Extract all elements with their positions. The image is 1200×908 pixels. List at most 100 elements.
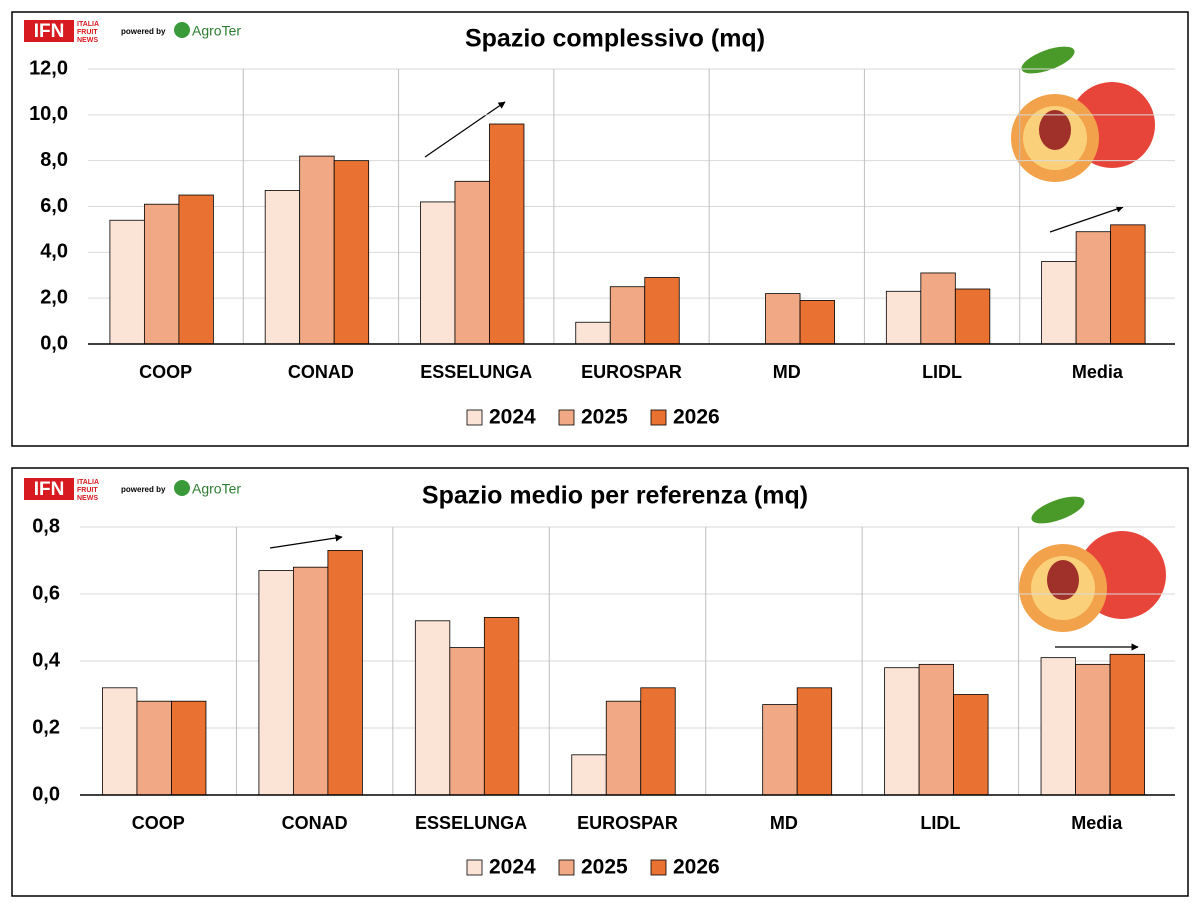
bar [102, 687, 138, 796]
x-tick-label: COOP [132, 813, 185, 833]
y-tick-label: 8,0 [40, 149, 68, 171]
legend-swatch [558, 409, 575, 426]
y-tick-label: 0,0 [40, 332, 68, 354]
y-tick-label: 4,0 [40, 241, 68, 263]
agroter-icon [174, 22, 190, 38]
x-tick-label: Media [1072, 362, 1124, 382]
x-tick-label: MD [770, 813, 798, 833]
legend-swatch [650, 859, 667, 876]
powered-by: powered by [121, 27, 166, 36]
bar [1041, 261, 1077, 345]
powered-by: powered by [121, 485, 166, 494]
bar [762, 704, 798, 796]
bar [571, 754, 607, 796]
y-tick-label: 0,4 [32, 649, 61, 671]
x-tick-label: ESSELUNGA [415, 813, 527, 833]
bar [1109, 653, 1145, 796]
peach-illustration [1011, 46, 1155, 182]
logo-line: FRUIT [77, 29, 98, 36]
logo: IFN ITALIA FRUIT NEWS powered by AgroTer [24, 20, 241, 44]
bar [920, 272, 956, 345]
trend-arrow [424, 101, 506, 158]
trend-arrow [269, 534, 343, 549]
logo-text: IFN [34, 479, 65, 500]
bar [1075, 663, 1111, 796]
x-tick-label: Media [1071, 813, 1123, 833]
bar [292, 566, 329, 796]
bar [333, 160, 370, 345]
logo-box [24, 478, 74, 500]
legend-swatch [650, 409, 667, 426]
bar [299, 155, 335, 345]
agroter: AgroTer [192, 23, 241, 39]
bar [796, 687, 833, 796]
legend-label: 2024 [489, 406, 536, 429]
bar [609, 286, 646, 345]
y-tick-label: 0,8 [32, 515, 60, 537]
trend-arrow [1049, 205, 1124, 233]
x-tick-label: ESSELUNGA [420, 362, 532, 382]
x-tick-label: MD [773, 362, 801, 382]
y-tick-label: 10,0 [29, 103, 68, 125]
legend-swatch [558, 859, 575, 876]
logo-line: NEWS [77, 495, 98, 502]
bar [449, 647, 485, 796]
bar [489, 123, 525, 345]
bar [143, 203, 180, 345]
bar [1075, 231, 1112, 345]
bar [954, 288, 991, 345]
bar [605, 700, 642, 796]
x-tick-label: LIDL [922, 362, 962, 382]
legend-swatch [466, 859, 483, 876]
y-tick-label: 12,0 [29, 57, 68, 79]
bar [918, 663, 955, 796]
bar [483, 617, 520, 796]
logo: IFN ITALIA FRUIT NEWS powered by AgroTer [24, 478, 241, 502]
y-tick-label: 6,0 [40, 195, 68, 217]
legend-label: 2026 [673, 406, 720, 429]
legend-label: 2024 [489, 856, 536, 879]
bar [420, 201, 456, 345]
y-tick-label: 2,0 [40, 286, 68, 308]
x-tick-label: COOP [139, 362, 192, 382]
y-tick-label: 0,2 [32, 716, 60, 738]
bar [640, 687, 676, 796]
chart-title: Spazio complessivo (mq) [465, 25, 765, 53]
chart-title: Spazio medio per referenza (mq) [422, 482, 808, 510]
y-tick-label: 0,0 [32, 783, 60, 805]
logo-line: FRUIT [77, 487, 98, 494]
agroter: AgroTer [192, 481, 241, 497]
bar [799, 300, 835, 345]
logo-box [24, 20, 74, 42]
bar [454, 180, 490, 345]
bar [414, 620, 451, 796]
peach-illustration [1019, 496, 1166, 632]
bar [765, 293, 801, 345]
legend-swatch [466, 409, 483, 426]
legend-label: 2025 [581, 406, 628, 429]
bar [953, 694, 989, 796]
logo-text: IFN [34, 21, 65, 42]
bar [258, 570, 294, 796]
x-tick-label: LIDL [920, 813, 960, 833]
bar [575, 321, 611, 345]
bar [178, 194, 214, 345]
legend-label: 2025 [581, 856, 628, 879]
bar [136, 700, 172, 796]
x-tick-label: EUROSPAR [577, 813, 678, 833]
bar [109, 219, 145, 345]
logo-line: NEWS [77, 37, 98, 44]
bar [884, 667, 920, 796]
x-tick-label: CONAD [282, 813, 348, 833]
agroter-icon [174, 480, 190, 496]
bar [1110, 224, 1146, 345]
y-tick-label: 0,6 [32, 582, 60, 604]
bar [885, 290, 922, 345]
logo-line: ITALIA [77, 479, 99, 486]
logo-line: ITALIA [77, 21, 99, 28]
panel [11, 467, 1189, 897]
bar [644, 277, 680, 345]
x-tick-label: EUROSPAR [581, 362, 682, 382]
bar [327, 550, 363, 796]
